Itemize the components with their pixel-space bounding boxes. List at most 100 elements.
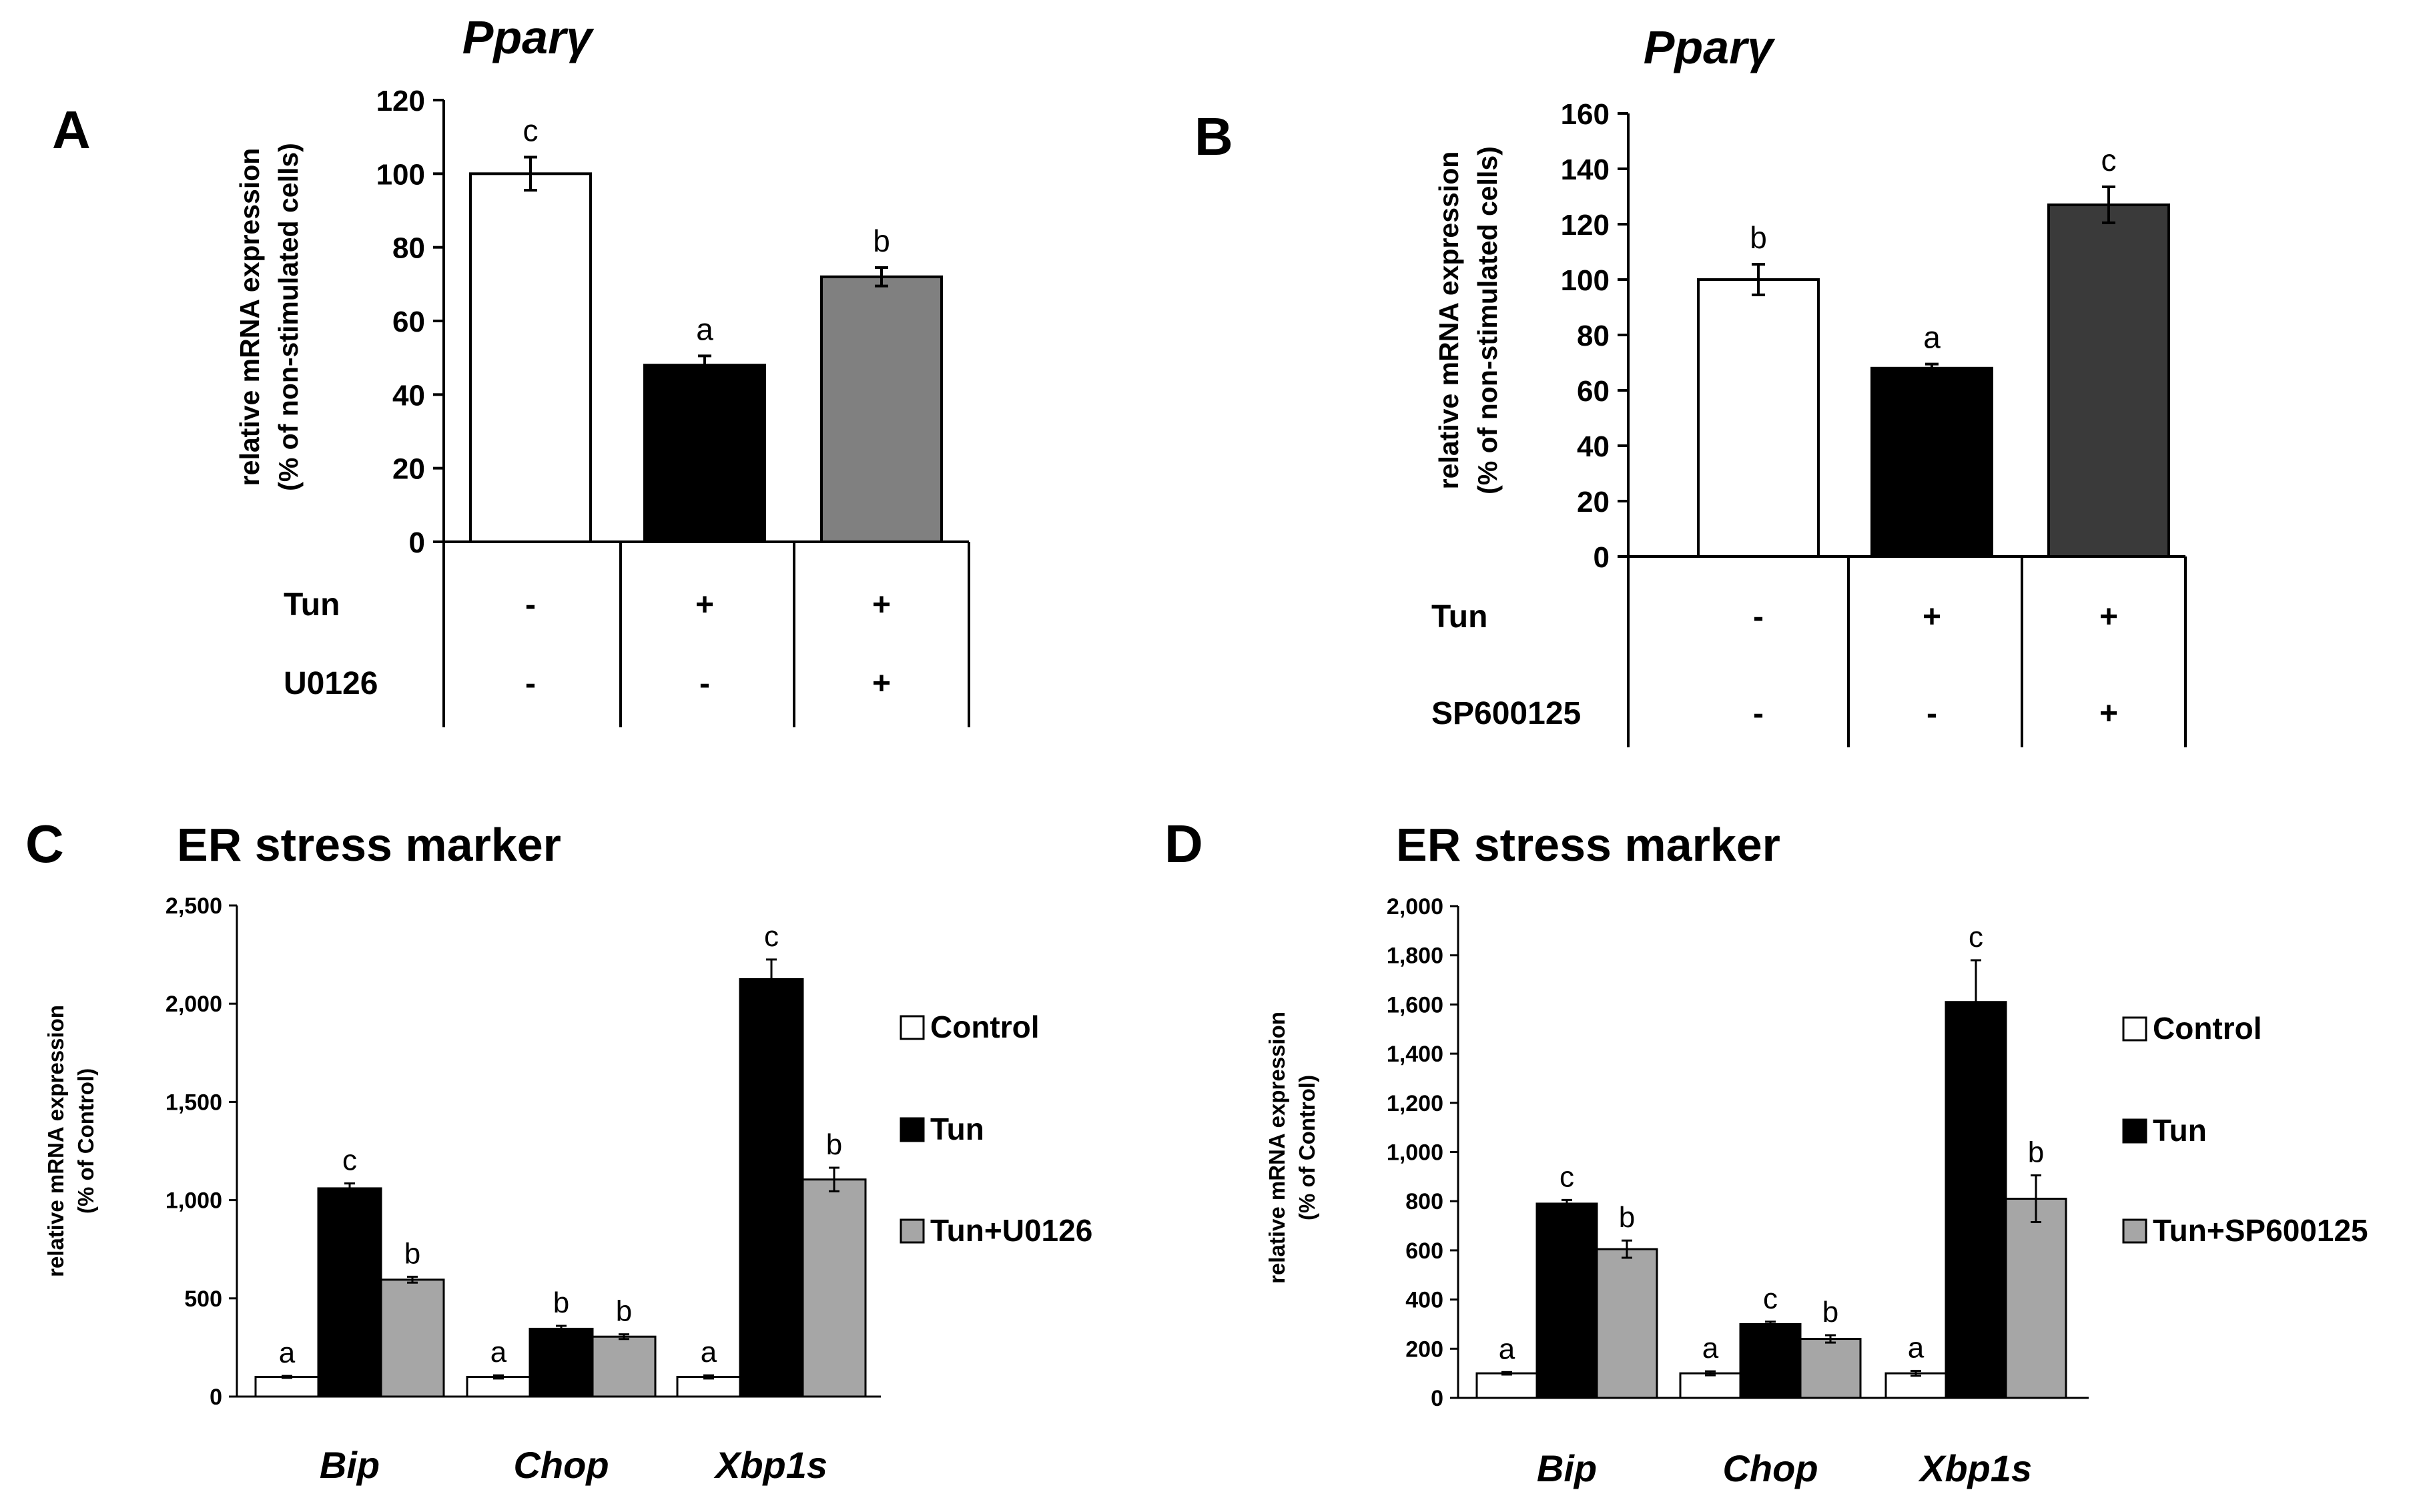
panel-a-treatment-sign: + <box>872 666 891 701</box>
panel-a-significance-letter: b <box>873 224 890 258</box>
panel-letter-c: C <box>25 814 64 873</box>
panel-a-significance-letter: c <box>523 113 539 148</box>
panel-b-y-tick-label: 120 <box>1561 209 1610 242</box>
panel-d-y-tick-label: 600 <box>1405 1238 1443 1264</box>
panel-letter-b: B <box>1194 107 1233 166</box>
panel-d-significance-letter: b <box>1822 1296 1838 1329</box>
panel-b-significance-letter: b <box>1750 220 1767 255</box>
panel-d-bar <box>1945 1001 2007 1399</box>
panel-a: A Pparγ relative mRNA expression (% of n… <box>52 11 970 727</box>
panel-a-title: Pparγ <box>462 11 595 63</box>
panel-a-treatment-sign: + <box>695 587 714 623</box>
panel-b-bar <box>2047 203 2170 558</box>
panel-d-category-label: Chop <box>1722 1447 1818 1489</box>
panel-d-y-tick-label: 1,200 <box>1387 1091 1443 1116</box>
panel-c-significance-letter: c <box>764 920 779 953</box>
panel-b-treatment-label: Tun <box>1431 599 1487 635</box>
panel-c-significance-letter: b <box>616 1295 632 1328</box>
panel-d-bar <box>1596 1248 1658 1399</box>
panel-c-y-tick-label: 1,500 <box>165 1090 222 1115</box>
panel-d-significance-letter: c <box>1560 1160 1574 1193</box>
panel-d-category-label: Bip <box>1537 1447 1597 1489</box>
panel-a-y-tick-label: 60 <box>392 306 425 338</box>
panel-d-y-tick-label: 2,000 <box>1387 894 1443 919</box>
panel-c-category-label: Xbp1s <box>713 1444 827 1486</box>
panel-c-legend-swatch <box>900 1015 925 1040</box>
panel-a-y-tick-label: 100 <box>376 158 425 191</box>
panel-d-legend-swatch <box>2122 1016 2147 1042</box>
panel-c-bar <box>529 1327 594 1398</box>
panel-d-y-tick-label: 0 <box>1431 1386 1443 1411</box>
panel-d-bar <box>1679 1372 1742 1399</box>
panel-a-bar <box>820 275 943 543</box>
panel-a-treatment-sign: - <box>699 666 710 701</box>
panel-d-legend-label: Tun <box>2153 1113 2207 1148</box>
panel-a-treatment-label: Tun <box>284 587 340 623</box>
panel-b-y-tick-label: 40 <box>1577 430 1610 463</box>
panel-d-bar <box>1799 1338 1862 1399</box>
panel-c-y-subtitle: (% of Control) <box>73 1068 98 1214</box>
panel-c-significance-letter: a <box>279 1337 296 1369</box>
panel-a-bar <box>469 172 592 544</box>
panel-c-y-tick-label: 2,500 <box>165 893 222 919</box>
panel-b-y-tick-label: 160 <box>1561 98 1610 131</box>
panel-a-bar <box>643 364 766 543</box>
panel-c-legend-label: Tun <box>930 1112 984 1146</box>
panel-c-y-tick-label: 2,000 <box>165 992 222 1017</box>
panel-a-y-tick-label: 80 <box>392 232 425 265</box>
panel-b-significance-letter: c <box>2101 143 2117 177</box>
panel-b-treatment-sign: - <box>1753 696 1764 731</box>
panel-d-y-subtitle: (% of Control) <box>1295 1075 1319 1220</box>
panel-c-bar <box>380 1278 445 1398</box>
panel-d-significance-letter: c <box>1763 1282 1778 1315</box>
panel-b-y-tick-label: 100 <box>1561 264 1610 297</box>
panel-b-y-title: relative mRNA expression <box>1433 151 1464 490</box>
panel-b-y-tick-label: 20 <box>1577 486 1610 518</box>
panel-c-significance-letter: a <box>701 1336 717 1369</box>
panel-c-legend-swatch <box>900 1218 925 1244</box>
panel-d-bar <box>2005 1198 2067 1399</box>
panel-b-y-subtitle: (% of non-stimulated cells) <box>1472 146 1503 494</box>
panel-d-legend-label: Control <box>2153 1011 2262 1046</box>
panel-c-legend-swatch <box>900 1117 925 1142</box>
panel-c-significance-letter: c <box>342 1144 357 1177</box>
panel-d-legend-swatch <box>2122 1118 2147 1144</box>
panel-d: D ER stress marker relative mRNA express… <box>1164 814 2368 1489</box>
panel-d-y-tick-label: 1,800 <box>1387 943 1443 969</box>
panel-letter-a: A <box>52 100 91 159</box>
panel-a-treatment-sign: - <box>525 587 536 623</box>
panel-d-y-tick-label: 1,400 <box>1387 1042 1443 1067</box>
panel-a-y-tick-label: 0 <box>409 526 425 559</box>
panel-a-significance-letter: a <box>696 312 713 346</box>
panel-a-y-tick-label: 40 <box>392 379 425 412</box>
panel-c-bar <box>466 1376 531 1398</box>
panel-d-legend-swatch <box>2122 1218 2147 1244</box>
panel-d-significance-letter: a <box>1702 1332 1719 1365</box>
panel-b-bar <box>1697 278 1820 558</box>
panel-c-legend-label: Control <box>930 1010 1040 1044</box>
panel-a-y-subtitle: (% of non-stimulated cells) <box>273 143 304 491</box>
panel-letter-d: D <box>1164 814 1203 873</box>
panel-d-bar <box>1475 1372 1538 1399</box>
panel-c-significance-letter: a <box>490 1336 507 1369</box>
panel-d-bar <box>1884 1372 1947 1399</box>
panel-c-significance-letter: b <box>553 1286 569 1319</box>
panel-a-treatment-sign: - <box>525 666 536 701</box>
panel-a-plot: 0 20 40 60 80 100 120 c a b Tun - + + U0126 - - + <box>284 85 970 727</box>
panel-c-y-tick-label: 1,000 <box>165 1188 222 1214</box>
panel-d-significance-letter: c <box>1969 921 1983 954</box>
panel-d-y-title: relative mRNA expression <box>1265 1012 1289 1284</box>
panel-d-significance-letter: b <box>1619 1201 1635 1234</box>
panel-d-significance-letter: a <box>1908 1331 1925 1364</box>
panel-b-title: Pparγ <box>1644 21 1776 73</box>
panel-a-y-tick-label: 20 <box>392 453 425 486</box>
panel-b-y-tick-label: 80 <box>1577 320 1610 352</box>
panel-b-treatment-sign: + <box>2099 696 2118 731</box>
panel-d-title: ER stress marker <box>1396 819 1780 871</box>
panel-c-bar <box>676 1376 741 1398</box>
panel-c-y-title: relative mRNA expression <box>43 1005 68 1277</box>
panel-b-treatment-sign: - <box>1753 599 1764 635</box>
panel-b-treatment-sign: + <box>2099 599 2118 635</box>
panel-c: C ER stress marker relative mRNA express… <box>25 814 1092 1486</box>
panel-d-y-tick-label: 200 <box>1405 1337 1443 1362</box>
